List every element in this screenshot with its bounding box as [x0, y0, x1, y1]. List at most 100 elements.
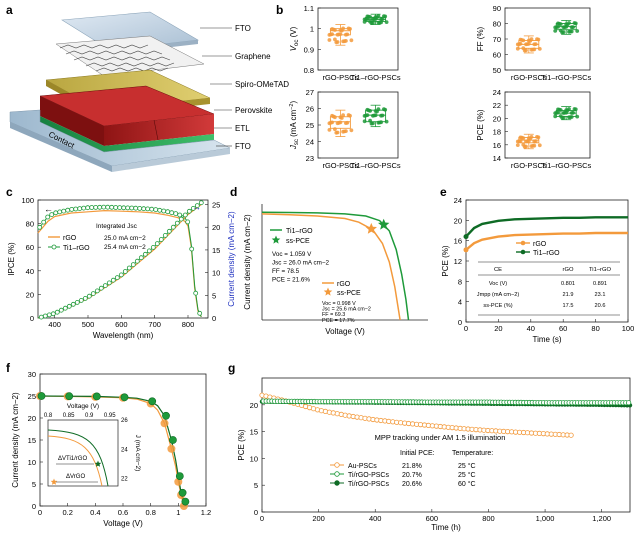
annotation: MPP tracking under AM 1.5 illumination	[375, 433, 506, 442]
data-point	[98, 285, 104, 291]
param-ti: PCE = 21.6%	[272, 277, 310, 284]
panel-a: a FTO Graphene Spiro-OMeTAD Perovskite E…	[6, 3, 289, 172]
y-tick-label: 27	[306, 88, 314, 97]
data-point	[185, 219, 191, 225]
data-point	[42, 313, 48, 319]
y-tick-label: 20	[212, 223, 220, 232]
y-tick-label: 8	[458, 277, 462, 286]
data-point	[186, 208, 192, 214]
y-tick-label: 0	[212, 314, 216, 323]
y-axis-label: Current density (mA cm−2)	[243, 214, 252, 310]
x-tick-label: 100	[622, 324, 635, 333]
data-point	[89, 205, 95, 210]
legend-series-name: Ti/rGO-PSCs	[348, 472, 389, 479]
data-point	[515, 46, 520, 51]
data-point	[335, 40, 340, 44]
data-point	[65, 207, 71, 213]
data-point	[327, 38, 332, 42]
table-cell: 21.9	[563, 292, 574, 298]
data-point	[157, 207, 163, 213]
data-point	[380, 17, 385, 21]
layer-etl	[40, 116, 214, 152]
ss-pce-star-rgo	[365, 222, 377, 234]
table-header: CE	[494, 267, 502, 273]
legend-initial-pce: 20.6%	[402, 481, 422, 488]
data-point	[376, 107, 381, 112]
data-point-ti	[178, 488, 187, 497]
data-point	[569, 29, 574, 34]
data-point	[348, 27, 352, 31]
ipce-chart: 0 20 40 60 80 100 0 5 10 15 20 25 400 500 600 700 800 Wav…	[7, 196, 236, 340]
series-rgo	[465, 231, 628, 251]
y-tick-label: 20	[454, 216, 462, 225]
panel-letter-e: e	[440, 185, 447, 199]
y-tick-label: 40	[26, 267, 34, 276]
start-point-ti	[463, 234, 469, 240]
y-axis-label: Current density (mA cm−2)	[11, 392, 20, 488]
category-label: rGO-PSCs	[322, 161, 358, 170]
data-point	[110, 277, 116, 283]
data-point	[70, 301, 76, 307]
data-point	[113, 205, 119, 210]
category-label: rGO-PSCs	[322, 73, 358, 82]
data-point	[345, 120, 350, 125]
series-ti-jv	[261, 211, 410, 321]
inset-line-rgo	[47, 435, 103, 487]
x-axis-label: Wavelength (nm)	[93, 331, 154, 340]
table-cell: 0.801	[561, 281, 575, 287]
legend-label-ti: Ti1–rGO	[63, 245, 90, 252]
data-point	[333, 115, 337, 120]
data-point	[174, 220, 180, 226]
data-point-ti	[120, 393, 129, 402]
data-point	[197, 310, 203, 316]
data-point	[533, 42, 538, 46]
integrated-label: Integrated Jsc	[96, 223, 138, 230]
data-point	[109, 204, 115, 210]
data-point	[348, 113, 352, 118]
y-tick-label: 12	[454, 257, 462, 266]
data-point	[380, 113, 385, 118]
data-point	[368, 15, 372, 19]
data-point	[198, 200, 204, 206]
data-point	[330, 120, 334, 125]
integrated-value-ti: 25.4 mA cm−2	[104, 244, 146, 251]
data-point	[553, 114, 558, 119]
data-point	[532, 47, 537, 52]
y-axis-label: FF (%)	[476, 26, 485, 51]
data-point	[66, 303, 72, 309]
data-point	[145, 206, 151, 212]
data-point-ti	[148, 397, 157, 406]
y-tick-label: 30	[28, 370, 36, 379]
y-tick-label: 1	[310, 25, 314, 34]
x-tick-label: 40	[527, 324, 535, 333]
y-tick-label: 60	[26, 243, 34, 252]
y-tick-label: 4	[458, 298, 462, 307]
y-tick-label: 0	[458, 318, 462, 327]
data-point	[575, 114, 580, 119]
y-tick-label: 24	[306, 138, 314, 147]
data-point	[106, 280, 112, 286]
table-header: rGO	[563, 267, 574, 273]
param-ti: FF = 78.5	[272, 268, 300, 275]
data-point	[556, 25, 560, 29]
y-tick-label: 1.1	[304, 4, 314, 13]
data-point	[345, 32, 350, 37]
data-point-rgo	[160, 419, 169, 428]
data-point	[571, 110, 575, 115]
ss-pce-star-ti	[378, 218, 390, 230]
data-point	[57, 209, 63, 215]
data-point	[134, 258, 140, 264]
data-point	[177, 212, 183, 218]
panel-letter-g: g	[228, 361, 235, 375]
legend-series-name: Au-PSCs	[348, 463, 377, 470]
x-tick-label: 400	[369, 514, 382, 523]
data-point	[532, 143, 537, 148]
y-tick-label: 15	[28, 436, 36, 445]
data-point	[569, 115, 574, 119]
data-point	[567, 107, 571, 111]
y-tick-label: 20	[26, 290, 34, 299]
inset-star-rgo	[50, 478, 58, 485]
